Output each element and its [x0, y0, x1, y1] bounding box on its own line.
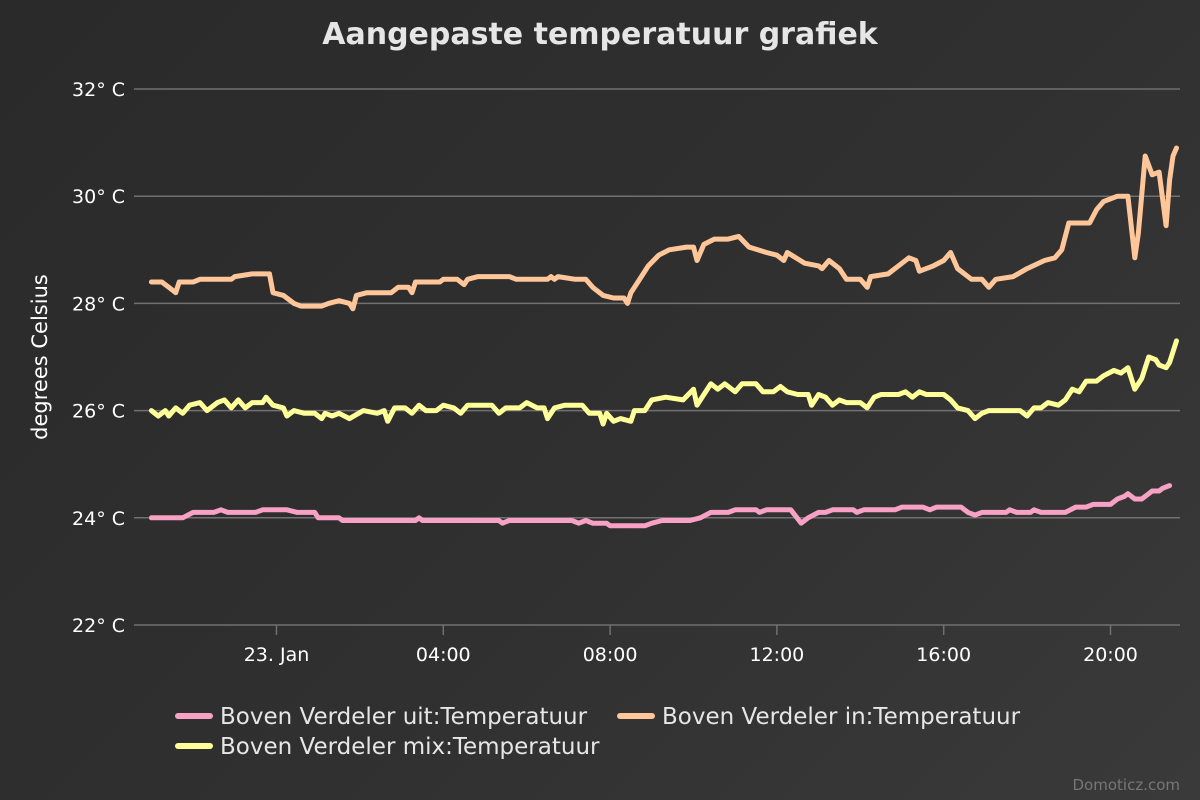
x-axis-ticks: 23. Jan 04:00 08:00 12:00 16:00 20:00 — [244, 625, 1138, 666]
series-line-2[interactable] — [148, 145, 1179, 312]
grid-lines — [134, 88, 1180, 626]
legend-item-2[interactable]: Boven Verdeler in:Temperatuur — [617, 704, 1021, 730]
y-tick-label: 24° C — [72, 508, 125, 530]
x-tick-label: 12:00 — [750, 644, 805, 666]
series-lines — [148, 145, 1179, 529]
x-tick-label: 04:00 — [416, 644, 471, 666]
y-tick-label: 28° C — [72, 293, 125, 315]
series-line-3[interactable] — [148, 338, 1179, 427]
y-tick-label: 32° C — [72, 79, 125, 101]
legend-label: Boven Verdeler in:Temperatuur — [662, 704, 1021, 730]
legend-label: Boven Verdeler mix:Temperatuur — [220, 734, 600, 760]
x-tick-label: 20:00 — [1083, 644, 1138, 666]
y-tick-label: 26° C — [72, 401, 125, 423]
legend: Boven Verdeler uit:Temperatuur Boven Verd… — [175, 704, 1021, 760]
legend-label: Boven Verdeler uit:Temperatuur — [220, 704, 588, 730]
y-tick-label: 30° C — [72, 186, 125, 208]
x-tick-label: 08:00 — [583, 644, 638, 666]
x-tick-label: 23. Jan — [244, 644, 310, 666]
y-axis-ticks: 22° C 24° C 26° C 28° C 30° C 32° C — [72, 79, 125, 637]
credits-text[interactable]: Domoticz.com — [1073, 776, 1181, 794]
y-tick-label: 22° C — [72, 615, 125, 637]
x-tick-label: 16:00 — [916, 644, 971, 666]
legend-item-3[interactable]: Boven Verdeler mix:Temperatuur — [175, 734, 600, 760]
legend-item-1[interactable]: Boven Verdeler uit:Temperatuur — [175, 704, 588, 730]
series-line-1[interactable] — [148, 483, 1173, 529]
chart-title: Aangepaste temperatuur grafiek — [322, 17, 879, 52]
y-axis-label: degrees Celsius — [28, 274, 52, 440]
